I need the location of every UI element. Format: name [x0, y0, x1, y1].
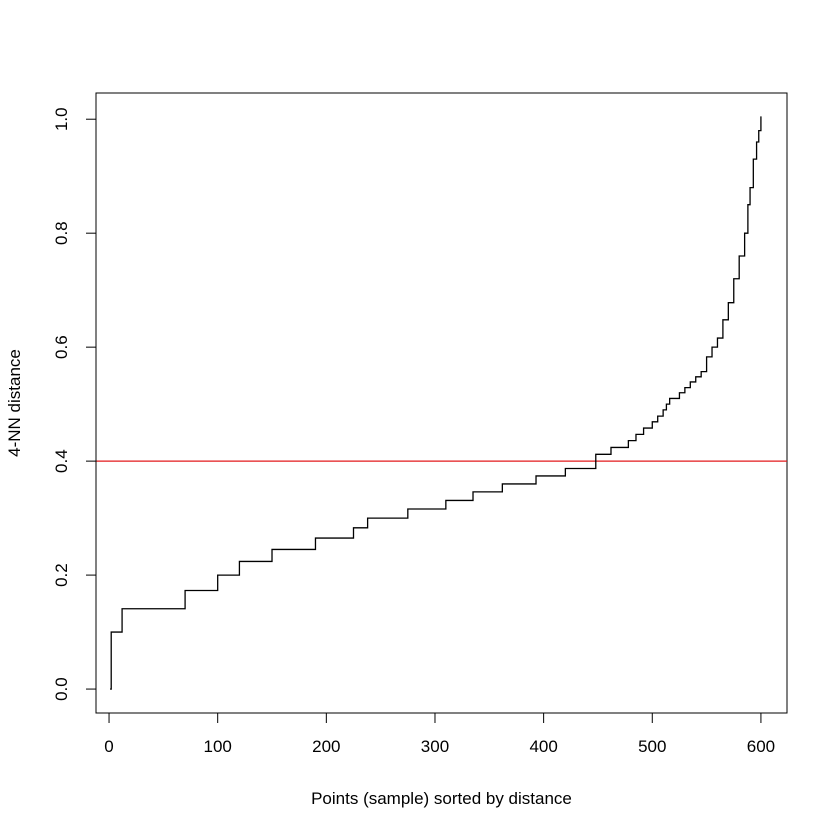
series-line-0 — [110, 116, 762, 690]
y-tick-label-2: 0.4 — [52, 449, 71, 473]
x-tick-label-2: 200 — [312, 737, 340, 756]
y-tick-label-4: 0.8 — [52, 221, 71, 245]
x-tick-label-3: 300 — [421, 737, 449, 756]
x-axis: 0 100 200 300 400 500 600 — [104, 712, 775, 756]
series-group — [110, 116, 762, 690]
x-tick-label-0: 0 — [104, 737, 113, 756]
y-tick-label-0: 0.0 — [52, 677, 71, 701]
x-tick-label-5: 500 — [638, 737, 666, 756]
y-axis: 0.0 0.2 0.4 0.6 0.8 1.0 — [52, 107, 97, 701]
x-axis-label: Points (sample) sorted by distance — [311, 789, 572, 808]
y-tick-label-5: 1.0 — [52, 107, 71, 131]
plot-frame — [95, 92, 788, 714]
y-tick-label-3: 0.6 — [52, 335, 71, 359]
y-axis-label: 4-NN distance — [5, 349, 24, 457]
x-tick-label-4: 400 — [529, 737, 557, 756]
y-tick-label-1: 0.2 — [52, 563, 71, 587]
x-tick-label-6: 600 — [747, 737, 775, 756]
plot-box-group — [95, 92, 788, 714]
x-tick-label-1: 100 — [203, 737, 231, 756]
